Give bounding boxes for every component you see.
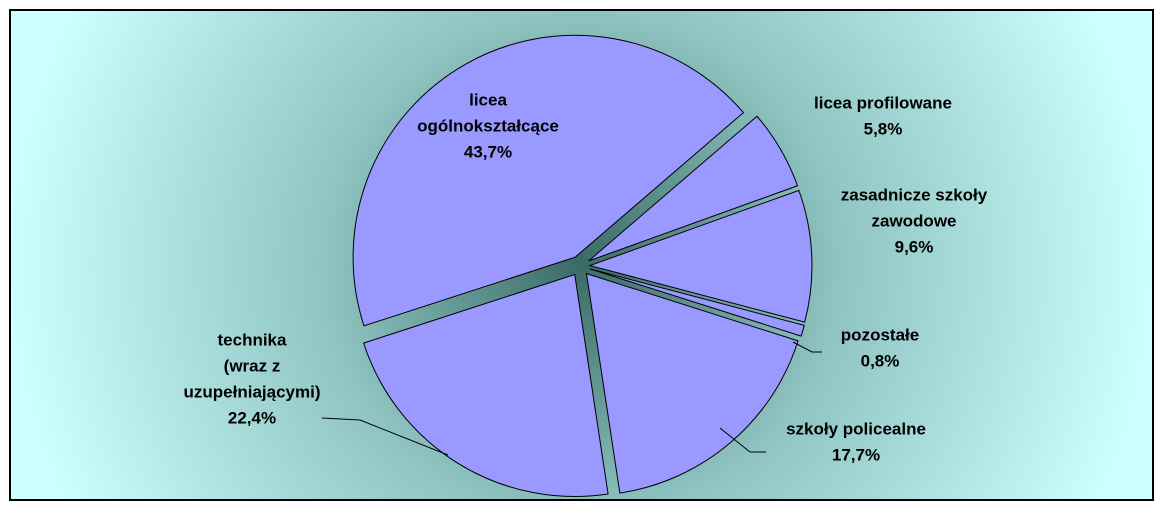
slice-label: uzupełniającymi) bbox=[184, 382, 321, 401]
slice-label: zasadnicze szkoły bbox=[841, 185, 988, 204]
pie-slice bbox=[585, 272, 799, 494]
slice-label: zawodowe bbox=[871, 211, 956, 230]
pie-slice bbox=[588, 189, 813, 323]
slice-value-label: 9,6% bbox=[895, 237, 934, 256]
pie-slice bbox=[352, 34, 745, 327]
pie-slice bbox=[588, 115, 799, 262]
slice-label: ogólnokształcące bbox=[417, 116, 559, 135]
leader-line bbox=[792, 341, 822, 353]
leader-line bbox=[719, 427, 766, 453]
slice-value-label: 5,8% bbox=[864, 119, 903, 138]
slice-value-label: 22,4% bbox=[228, 408, 276, 427]
slice-value-label: 0,8% bbox=[861, 351, 900, 370]
slice-label: licea profilowane bbox=[814, 93, 952, 112]
pie-slice bbox=[362, 273, 609, 497]
slice-value-label: 17,7% bbox=[832, 445, 880, 464]
leader-line bbox=[321, 417, 449, 456]
slice-label: szkoły policealne bbox=[786, 419, 926, 438]
slice-label: technika bbox=[218, 330, 288, 349]
slice-label: (wraz z bbox=[224, 356, 281, 375]
slice-value-label: 43,7% bbox=[464, 142, 512, 161]
slice-label: licea bbox=[469, 90, 507, 109]
slice-label: pozostałe bbox=[841, 325, 919, 344]
pie-slice bbox=[589, 268, 805, 337]
